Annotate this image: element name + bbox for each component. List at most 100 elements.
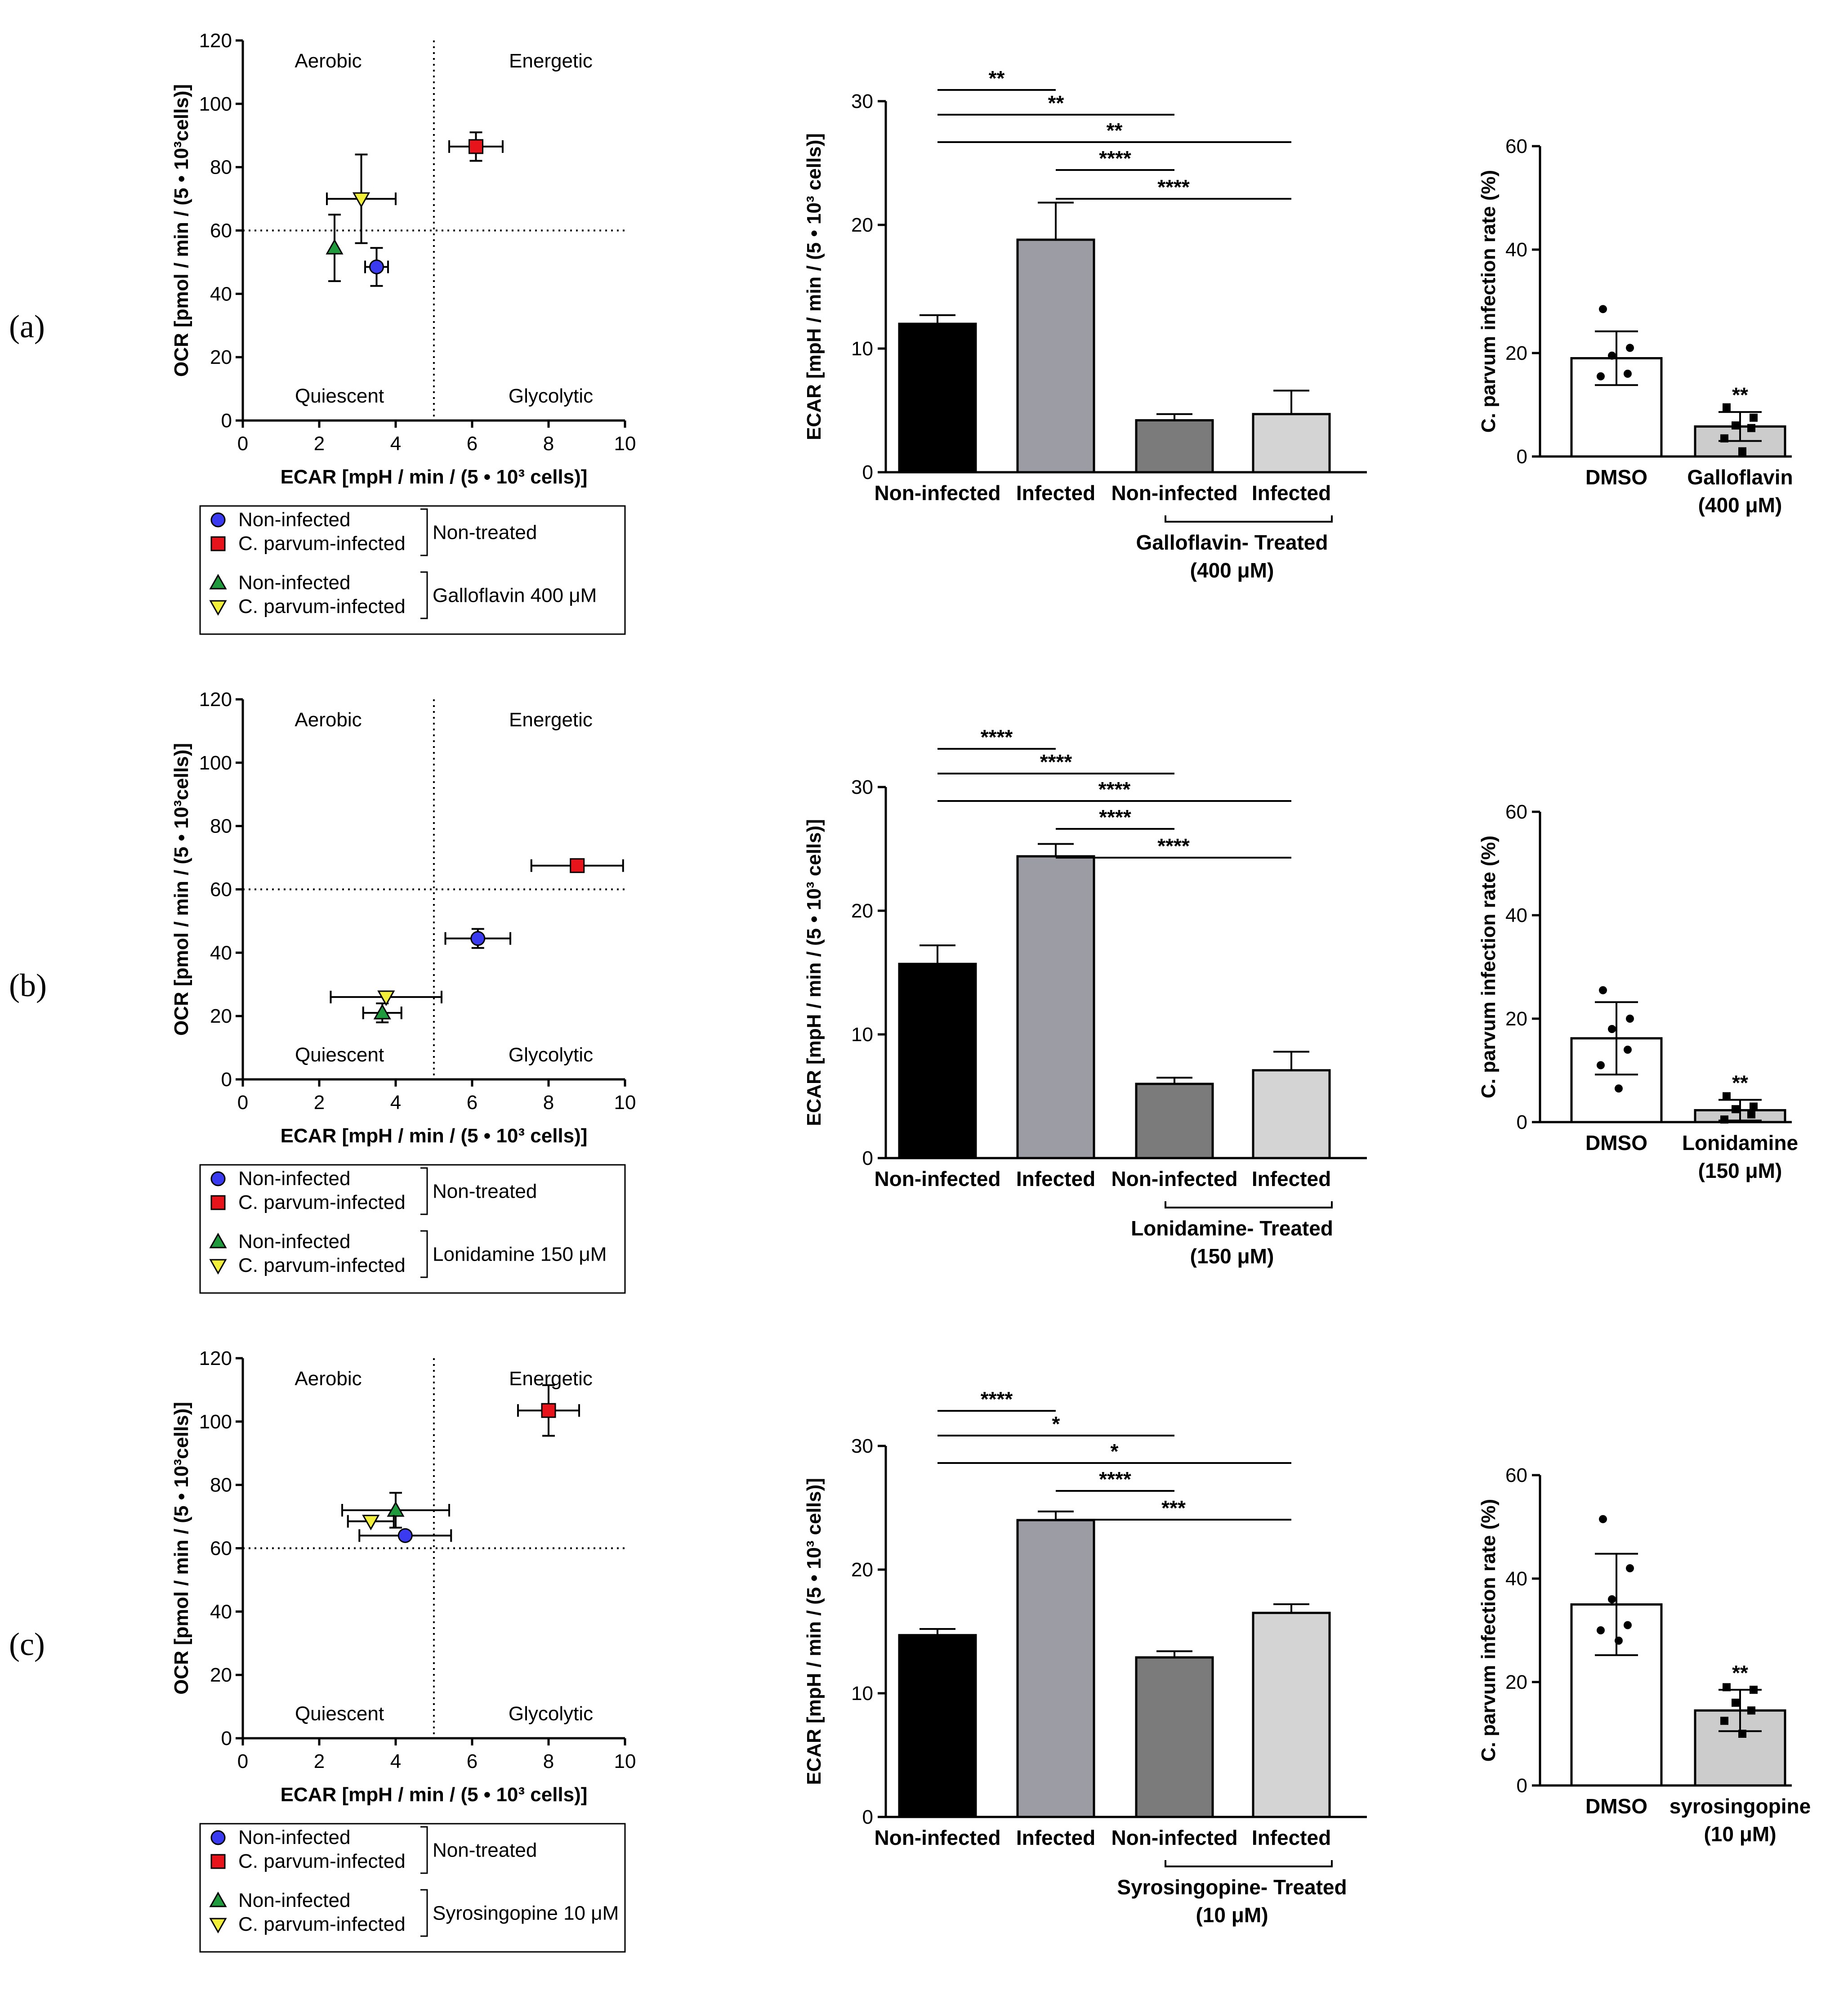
- category-label: Infected: [1252, 481, 1331, 505]
- legend-label: C. parvum-infected: [238, 1850, 406, 1872]
- legend-group-label: Non-treated: [433, 1839, 537, 1861]
- legend-label: Non-infected: [238, 1168, 350, 1190]
- category-label: DMSO: [1585, 1131, 1647, 1154]
- data-dot: [1599, 1515, 1607, 1523]
- data-dot: [1608, 1025, 1616, 1033]
- y-tick-label: 100: [199, 93, 232, 115]
- legend-marker: [209, 1232, 227, 1248]
- bar: [1016, 855, 1095, 1159]
- y-tick-label: 10: [851, 1682, 873, 1705]
- category-label: Non-infected: [874, 1826, 1000, 1849]
- significance-label: **: [1732, 1661, 1748, 1684]
- y-tick-label: 20: [851, 900, 873, 922]
- legend-label: Non-infected: [238, 1889, 350, 1911]
- data-dot: [1597, 1061, 1605, 1069]
- quadrant-label: Glycolytic: [509, 1703, 593, 1725]
- data-dot: [1626, 344, 1634, 352]
- legend-group-label: Non-treated: [433, 522, 537, 544]
- data-dot: [1750, 1102, 1758, 1111]
- significance-label: *: [1052, 1412, 1060, 1436]
- y-tick-label: 80: [210, 1474, 232, 1496]
- data-dot: [1624, 1621, 1632, 1629]
- bar: [898, 322, 977, 474]
- significance-label: **: [1048, 91, 1064, 115]
- treatment-dose: (10 μM): [1196, 1903, 1268, 1927]
- legend-label: C. parvum-infected: [238, 532, 406, 555]
- legend-marker: [209, 600, 227, 616]
- panel-label: (a): [9, 309, 45, 345]
- y-axis-title: OCR [pmol / min / (5 • 10³cells)]: [170, 1402, 192, 1695]
- data-point: [369, 259, 384, 274]
- y-tick-label: 60: [210, 1538, 232, 1560]
- data-dot: [1732, 421, 1740, 430]
- legend-label: Non-infected: [238, 1826, 350, 1848]
- y-axis-title: C. parvum infection rate (%): [1478, 836, 1500, 1098]
- category-label: Infected: [1016, 1826, 1095, 1849]
- category-label: Galloflavin: [1687, 465, 1793, 489]
- data-dot: [1732, 1699, 1740, 1707]
- data-dot: [1747, 424, 1755, 432]
- legend-box: [199, 505, 626, 635]
- quadrant-label: Energetic: [509, 50, 593, 72]
- treatment-bracket: [1165, 515, 1333, 523]
- data-dot: [1608, 351, 1616, 360]
- y-tick-label: 0: [221, 1069, 232, 1091]
- legend-label: C. parvum-infected: [238, 1254, 406, 1276]
- phenogram-chart: 0 20 40 60 80 100 120 0 2 4 6 8 10 ECAR [mpH / min / …: [170, 689, 636, 1147]
- y-axis-title: ECAR [mpH / min / (5 • 10³ cells)]: [803, 819, 825, 1126]
- y-tick-label: 20: [1505, 1671, 1527, 1693]
- y-axis-title: C. parvum infection rate (%): [1478, 1499, 1500, 1762]
- y-axis-title: OCR [pmol / min / (5 • 10³cells)]: [170, 84, 192, 377]
- y-tick-label: 80: [210, 815, 232, 837]
- y-tick-label: 60: [210, 879, 232, 901]
- data-point: [470, 931, 486, 946]
- infection-rate-chart: 0 20 40 60C. parvum infection rate (%) DMSO G…: [1478, 135, 1793, 517]
- y-axis-title: ECAR [mpH / min / (5 • 10³ cells)]: [803, 1478, 825, 1785]
- x-tick-label: 4: [390, 1092, 401, 1114]
- data-point: [570, 858, 585, 873]
- bar: [1252, 413, 1331, 474]
- y-tick-label: 30: [851, 90, 873, 112]
- x-tick-label: 6: [467, 1750, 478, 1772]
- x-tick-label: 8: [543, 1092, 554, 1114]
- significance-label: ***: [1161, 1496, 1186, 1520]
- x-tick-label: 0: [237, 433, 248, 455]
- y-tick-label: 40: [1505, 904, 1527, 926]
- treatment-bracket: [1165, 1860, 1333, 1867]
- dose-label: (10 μM): [1704, 1822, 1776, 1846]
- y-tick-label: 20: [210, 1005, 232, 1027]
- treatment-dose: (150 μM): [1190, 1244, 1274, 1268]
- y-axis-title: OCR [pmol / min / (5 • 10³cells)]: [170, 743, 192, 1036]
- quadrant-label: Aerobic: [295, 1368, 362, 1390]
- category-label: Non-infected: [1111, 1826, 1237, 1849]
- quadrant-label: Aerobic: [295, 50, 362, 72]
- y-tick-label: 20: [851, 214, 873, 236]
- data-point: [352, 192, 370, 208]
- data-dot: [1747, 1706, 1755, 1715]
- category-label: Lonidamine: [1682, 1131, 1798, 1154]
- data-dot: [1597, 1626, 1605, 1634]
- x-tick-label: 2: [314, 433, 325, 455]
- data-point: [387, 1501, 405, 1517]
- y-tick-label: 60: [1505, 801, 1527, 823]
- legend-marker: [210, 1195, 226, 1210]
- ecar-bar-chart: 0 10 20 30 ECAR [mpH / min / (5 • 10³ cells)…: [803, 725, 1367, 1268]
- y-tick-label: 40: [1505, 1568, 1527, 1590]
- x-tick-label: 10: [614, 433, 636, 455]
- data-dot: [1720, 434, 1728, 443]
- quadrant-label: Quiescent: [295, 1044, 384, 1066]
- data-dot: [1720, 1717, 1728, 1725]
- treatment-bracket: [1165, 1201, 1333, 1208]
- data-point: [469, 139, 483, 154]
- y-tick-label: 20: [1505, 1008, 1527, 1030]
- dose-label: (400 μM): [1698, 493, 1782, 517]
- category-label: Infected: [1252, 1167, 1331, 1190]
- legend-marker: [210, 1830, 226, 1845]
- data-point: [326, 239, 344, 255]
- y-tick-label: 30: [851, 776, 873, 798]
- x-tick-label: 8: [543, 1750, 554, 1772]
- category-label: Non-infected: [874, 1167, 1000, 1190]
